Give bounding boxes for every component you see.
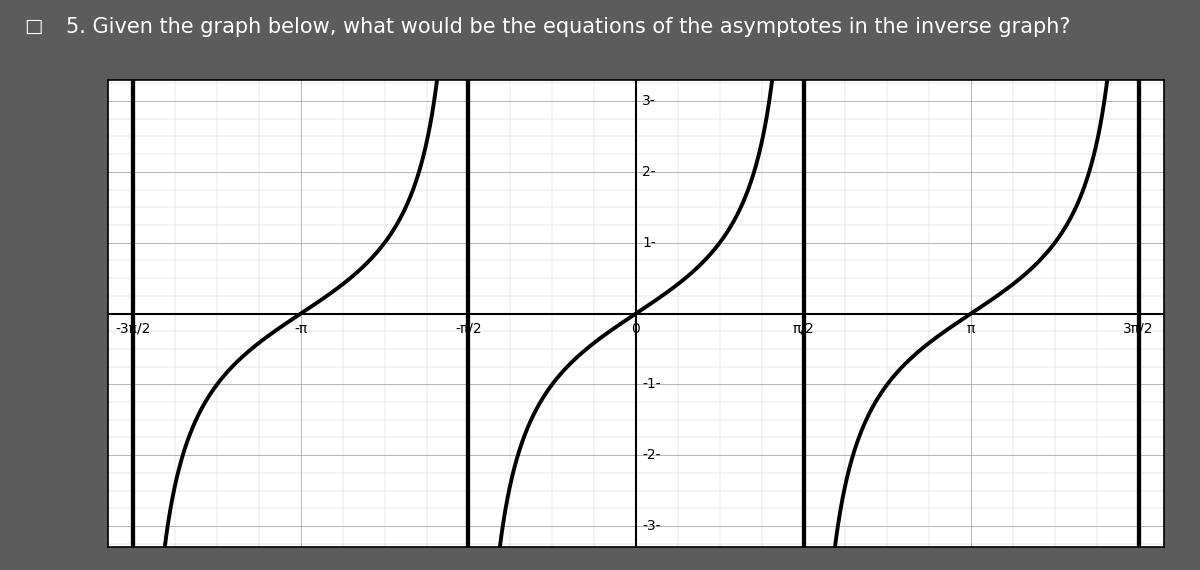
- Text: -3-: -3-: [642, 519, 661, 533]
- Text: 2-: 2-: [642, 165, 656, 179]
- Text: -π/2: -π/2: [455, 322, 481, 336]
- Text: -2-: -2-: [642, 448, 661, 462]
- Text: -1-: -1-: [642, 377, 661, 392]
- Text: π/2: π/2: [793, 322, 815, 336]
- Text: □: □: [24, 17, 42, 36]
- Text: 5. Given the graph below, what would be the equations of the asymptotes in the i: 5. Given the graph below, what would be …: [66, 17, 1070, 37]
- Text: 1-: 1-: [642, 235, 656, 250]
- Text: 3-: 3-: [642, 94, 656, 108]
- Text: π: π: [967, 322, 976, 336]
- Text: -3π/2: -3π/2: [115, 322, 151, 336]
- Text: 0: 0: [631, 322, 641, 336]
- Text: -π: -π: [294, 322, 307, 336]
- Text: 3π/2: 3π/2: [1123, 322, 1154, 336]
